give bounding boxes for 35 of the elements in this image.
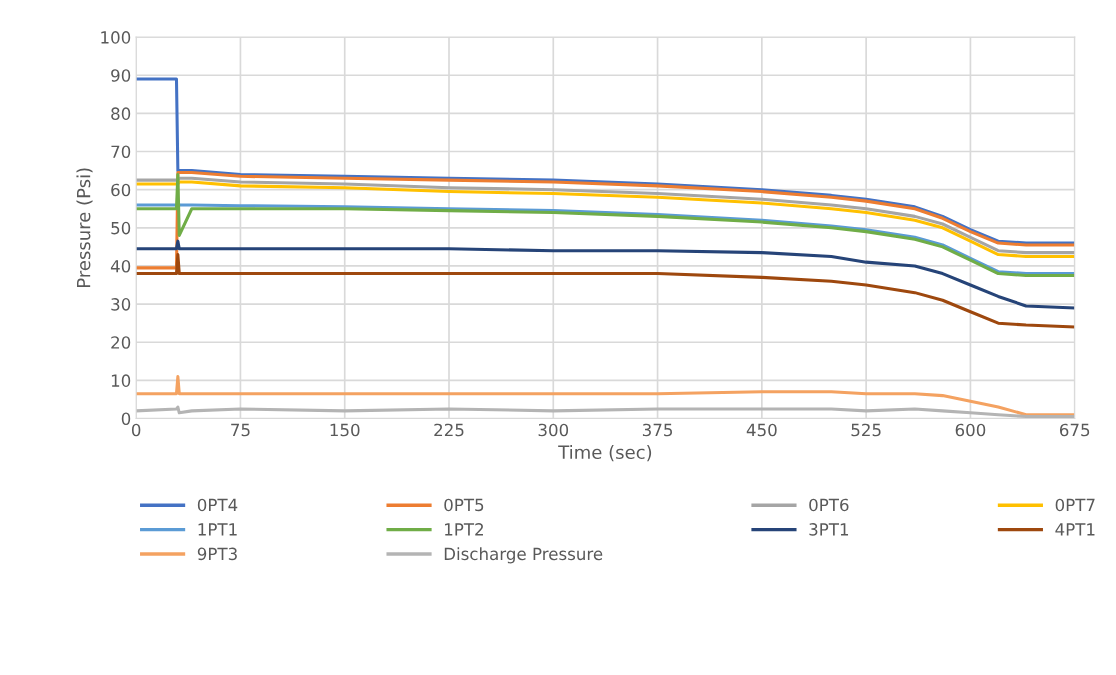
x-tick-label: 375 [642,423,673,437]
x-tick-label: 75 [231,423,250,437]
y-tick-label: 40 [110,259,131,273]
y-tick-label: 80 [111,107,131,120]
x-tick-label: 600 [955,423,986,437]
y-tick-label: 100 [101,31,131,44]
legend-label: 9PT3 [197,547,237,561]
x-tick-label: 0 [131,423,141,437]
y-tick-label: 50 [111,221,131,235]
legend-label: 3PT1 [809,523,849,536]
x-tick-label: 150 [330,423,360,437]
legend-label: 1PT2 [445,523,483,536]
x-tick-label: 675 [1059,423,1090,437]
x-axis-title: Time (sec) [558,445,652,462]
line-series [136,252,1075,329]
x-tick-label: 300 [538,423,569,437]
y-axis-title: Pressure (Psi) [76,168,93,287]
x-tick-label: 225 [434,423,464,437]
line-series [136,239,1075,310]
legend-label: 0PT4 [197,498,238,512]
legend-label: 4PT1 [1055,523,1095,536]
y-tick-label: 10 [111,374,131,387]
legend-label: 0PT7 [1055,498,1095,512]
legend-label: 0PT6 [809,498,849,512]
y-tick-label: 20 [111,336,131,349]
y-tick-label: 0 [121,412,131,426]
y-tick-label: 90 [111,69,131,82]
legend-label: Discharge Pressure [444,547,603,564]
x-tick-label: 525 [851,423,881,437]
y-tick-label: 60 [111,183,131,197]
legend-label: 1PT1 [198,523,237,536]
legend-label: 0PT5 [444,498,484,512]
y-tick-label: 30 [111,298,131,311]
x-tick-label: 450 [746,423,777,437]
y-tick-label: 70 [111,145,131,159]
